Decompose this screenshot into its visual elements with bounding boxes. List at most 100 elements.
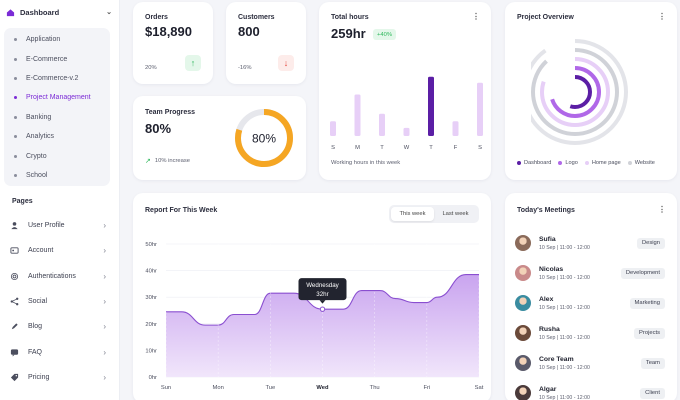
chevron-right-icon: › xyxy=(103,297,106,307)
nav-item[interactable]: Authentications › xyxy=(10,264,106,289)
nav-item-label: User Profile xyxy=(28,222,65,230)
bar-tick-label: T xyxy=(380,145,384,151)
submenu-item[interactable]: E-Commerce xyxy=(4,49,110,68)
meeting-row[interactable]: Rusha 10 Sep | 11:00 - 12:00 Projects xyxy=(515,318,665,348)
tab-last-week[interactable]: Last week xyxy=(442,211,469,217)
orders-change: 20% xyxy=(145,65,157,71)
nav-item-label: Social xyxy=(28,298,48,306)
bullet-icon xyxy=(14,135,17,139)
bullet-icon xyxy=(14,154,17,158)
legend-label: Home page xyxy=(591,160,621,166)
team-progress-card: Team Progress 80% ↗ 10% increase 80% xyxy=(133,96,306,180)
meeting-name: Core Team xyxy=(539,355,574,363)
project-radial-chart xyxy=(531,39,628,145)
dashboard-submenu: Application E-Commerce E-Commerce-v.2 Proje… xyxy=(4,28,110,186)
hour-bar xyxy=(452,121,459,136)
nav-item-label: Blog xyxy=(28,323,43,331)
bar-tick-label: M xyxy=(355,145,360,151)
x-tick-label: Sun xyxy=(161,385,171,391)
submenu-item-label: E-Commerce-v.2 xyxy=(26,74,79,82)
meeting-text: Sufia 10 Sep | 11:00 - 12:00 xyxy=(539,236,590,251)
avatar xyxy=(515,385,531,400)
tooltip-day: Wednesday xyxy=(306,282,339,289)
tooltip-point[interactable] xyxy=(319,306,326,312)
meeting-row[interactable]: Alex 10 Sep | 11:00 - 12:00 Marketing xyxy=(515,288,665,318)
submenu-item[interactable]: Crypto xyxy=(4,146,110,165)
meeting-text: Alex 10 Sep | 11:00 - 12:00 xyxy=(539,296,590,311)
ring-label: 80% xyxy=(252,132,276,146)
pricing-icon xyxy=(10,373,19,382)
nav-item-label: Account xyxy=(28,247,54,255)
submenu-item[interactable]: School xyxy=(4,166,110,185)
growth-badge: +40% xyxy=(373,29,396,40)
bar-tick-label: T xyxy=(429,145,433,151)
meeting-time: 10 Sep | 11:00 - 12:00 xyxy=(539,304,590,311)
bullet-icon xyxy=(14,57,17,61)
radial-track xyxy=(531,39,628,145)
legend-label: Logo xyxy=(565,160,578,166)
nav-item[interactable]: Account › xyxy=(10,238,106,263)
nav-item[interactable]: Pricing › xyxy=(10,365,106,390)
meeting-text: Algar 10 Sep | 11:00 - 12:00 xyxy=(539,386,590,400)
submenu-item[interactable]: E-Commerce-v.2 xyxy=(4,69,110,88)
team-progress-value: 80% xyxy=(145,121,172,136)
blog-icon xyxy=(10,322,19,331)
report-title: Report For This Week xyxy=(145,207,218,214)
radial-arc xyxy=(558,75,592,109)
submenu-item[interactable]: Project Management xyxy=(4,88,110,107)
chevron-down-icon: ⌄ xyxy=(106,9,112,16)
legend-dot-icon xyxy=(627,161,632,165)
orders-card: Orders $18,890 20% ↑ xyxy=(133,2,213,84)
account-icon xyxy=(10,246,19,255)
nav-item[interactable]: Blog › xyxy=(10,314,106,339)
hour-bar xyxy=(379,113,385,136)
more-options-icon[interactable]: ⋮ xyxy=(658,12,666,21)
submenu-item[interactable]: Banking xyxy=(4,108,110,127)
meeting-tag: Team xyxy=(640,357,665,369)
tab-this-week[interactable]: This week xyxy=(391,207,434,221)
more-options-icon[interactable]: ⋮ xyxy=(472,12,480,21)
meeting-tag: Marketing xyxy=(629,297,665,309)
customers-change: -16% xyxy=(238,65,252,71)
customers-title: Customers xyxy=(238,14,275,21)
team-progress-note-text: 10% increase xyxy=(154,158,190,164)
meeting-name: Algar xyxy=(539,385,557,393)
bar-tick-label: S xyxy=(478,145,482,151)
ring-progress xyxy=(235,109,293,167)
customers-value: 800 xyxy=(238,24,260,39)
meeting-row[interactable]: Core Team 10 Sep | 11:00 - 12:00 Team xyxy=(515,348,665,378)
submenu-item[interactable]: Analytics xyxy=(4,127,110,146)
avatar xyxy=(515,295,531,311)
customers-card: Customers 800 -16% ↓ xyxy=(226,2,306,84)
chevron-right-icon: › xyxy=(103,246,106,256)
bullet-icon xyxy=(14,173,17,177)
bar-tick-label: W xyxy=(404,145,410,151)
nav-item[interactable]: User Profile › xyxy=(10,213,106,238)
tooltip-value: 32hr xyxy=(316,291,328,298)
chevron-right-icon: › xyxy=(103,271,106,281)
legend-item: Dashboard xyxy=(517,160,551,166)
dashboard-menu-toggle[interactable]: Dashboard ⌄ xyxy=(6,2,112,22)
meeting-row[interactable]: Sufia 10 Sep | 11:00 - 12:00 Design xyxy=(515,228,665,258)
meeting-row[interactable]: Nicolas 10 Sep | 11:00 - 12:00 Development xyxy=(515,258,665,288)
legend-label: Website xyxy=(634,160,655,166)
nav-item[interactable]: Social › xyxy=(10,289,106,314)
y-tick-label: 50hr xyxy=(145,242,157,248)
submenu-item[interactable]: Application xyxy=(4,30,110,49)
nav-item[interactable]: FAQ › xyxy=(10,339,106,364)
tooltip-pointer xyxy=(319,300,326,304)
meeting-text: Nicolas 10 Sep | 11:00 - 12:00 xyxy=(539,266,590,281)
y-tick-label: 20hr xyxy=(145,322,157,328)
legend-dot-icon xyxy=(517,161,521,165)
hour-bar xyxy=(477,82,483,136)
report-area-chart: 0hr 10hr 20hr 30hr 40hr 50hr Sun Mon Tue Wed Thu Fr… xyxy=(145,242,483,391)
total-hours-title: Total hours xyxy=(331,14,369,21)
project-overview-title: Project Overview xyxy=(517,14,574,21)
meeting-name: Sufia xyxy=(539,235,556,243)
meeting-row[interactable]: Algar 10 Sep | 11:00 - 12:00 Client xyxy=(515,378,665,400)
more-options-icon[interactable]: ⋮ xyxy=(658,205,666,214)
submenu-item-label: Application xyxy=(26,36,61,44)
tooltip-box xyxy=(298,278,347,301)
hour-bar xyxy=(330,121,336,136)
meetings-title: Today's Meetings xyxy=(517,207,575,214)
